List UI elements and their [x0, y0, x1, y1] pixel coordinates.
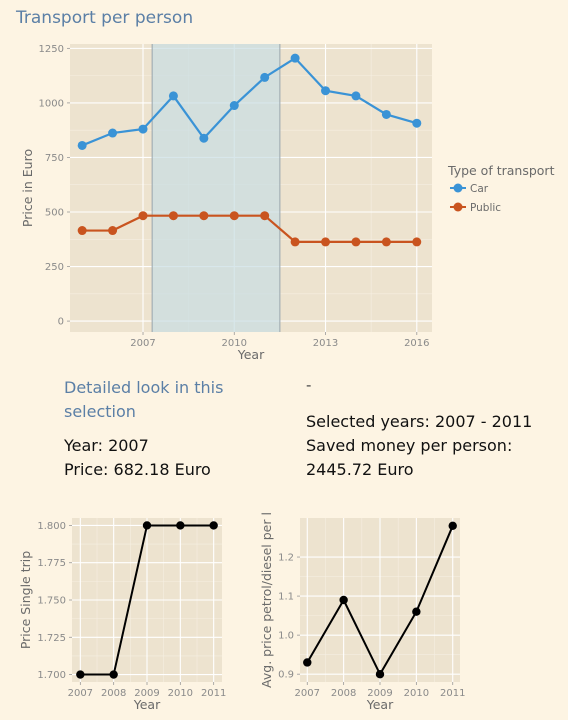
y-axis-title: Price Single trip	[18, 551, 33, 649]
data-point-0	[109, 670, 118, 679]
data-point-car	[412, 118, 422, 128]
detail-info-right: Selected years: 2007 - 2011 Saved money …	[306, 410, 556, 482]
legend-key-point	[453, 183, 463, 193]
data-point-car	[351, 91, 361, 101]
x-axis-title: Year	[237, 347, 265, 362]
x-tick-label: 2007	[295, 688, 320, 699]
y-tick-label: 1.725	[37, 633, 66, 644]
y-tick-label: 250	[45, 262, 64, 273]
x-tick-label: 2010	[222, 338, 247, 349]
data-point-public	[321, 237, 331, 247]
data-point-car	[108, 128, 118, 138]
data-point-car	[290, 53, 300, 63]
data-point-0	[176, 521, 185, 530]
x-tick-label: 2016	[404, 338, 429, 349]
x-axis-title: Year	[366, 697, 394, 712]
y-tick-label: 1.775	[37, 558, 66, 569]
detail-info-left: Year: 2007 Price: 682.18 Euro	[64, 434, 211, 482]
y-tick-label: 1.700	[37, 670, 66, 681]
y-tick-label: 1.2	[278, 553, 294, 564]
legend-key-point	[453, 202, 463, 212]
x-tick-label: 2010	[168, 688, 193, 699]
y-tick-label: 500	[45, 208, 64, 219]
saved-money: Saved money per person: 2445.72 Euro	[306, 436, 513, 479]
data-point-public	[199, 211, 209, 221]
fuel-price-chart: 0.9 1.0 1.1 1.2 2007 2008 2009 2010 2011 Year Avg.…	[259, 512, 465, 712]
data-point-public	[260, 211, 270, 221]
data-point-0	[209, 521, 218, 530]
y-tick-label: 1000	[39, 98, 64, 109]
x-tick-label: 2013	[313, 338, 338, 349]
data-point-0	[375, 669, 385, 679]
y-axis-title: Avg. price petrol/diesel per l	[259, 512, 274, 688]
x-tick-label: 2007	[68, 688, 93, 699]
data-point-public	[229, 211, 239, 221]
single-trip-chart: 1.700 1.725 1.750 1.775 1.800 2007 2008 2009 201…	[18, 518, 226, 712]
data-point-0	[303, 658, 312, 667]
data-point-0	[448, 521, 457, 531]
data-point-0	[412, 607, 421, 616]
data-point-car	[321, 86, 331, 96]
data-point-car	[260, 72, 270, 82]
y-tick-label: 0	[58, 317, 64, 328]
data-point-public	[290, 237, 300, 247]
data-point-0	[339, 595, 348, 605]
x-axis-title: Year	[133, 697, 161, 712]
y-tick-label: 1.0	[278, 631, 294, 642]
page-title: Transport per person	[16, 8, 194, 28]
legend-title: Type of transport	[447, 163, 555, 178]
legend-label: Car	[470, 183, 489, 195]
data-point-car	[138, 124, 148, 134]
x-tick-label: 2009	[367, 688, 392, 699]
data-point-public	[138, 211, 148, 221]
selection-band	[152, 44, 280, 332]
x-tick-label: 2008	[331, 688, 356, 699]
x-tick-label: 2009	[134, 688, 159, 699]
x-tick-label: 2011	[201, 688, 226, 699]
data-point-public	[381, 237, 391, 247]
data-point-0	[142, 521, 152, 530]
x-tick-label: 2011	[440, 688, 465, 699]
data-point-car	[229, 101, 239, 111]
y-tick-label: 1.1	[278, 592, 294, 603]
series-line-car	[81, 56, 418, 147]
series-line-public	[82, 214, 417, 243]
data-point-public	[77, 226, 87, 236]
x-tick-label: 2008	[101, 688, 126, 699]
data-point-0	[76, 670, 85, 679]
data-point-car	[199, 133, 209, 143]
y-tick-label: 1.800	[37, 521, 66, 532]
y-tick-label: 1.750	[37, 596, 66, 607]
detail-year: Year: 2007	[64, 436, 149, 455]
data-point-public	[108, 226, 118, 236]
data-point-public	[168, 211, 178, 221]
y-axis-title: Price in Euro	[20, 149, 35, 227]
data-point-car	[168, 91, 178, 101]
y-tick-label: 0.9	[278, 670, 294, 681]
x-tick-label: 2007	[130, 338, 155, 349]
detail-heading: Detailed look in this selection	[64, 378, 224, 421]
x-tick-label: 2010	[404, 688, 429, 699]
main-line-chart: 0 250 500 750 1000 1250 2007 2010 2013 2016 Year Pr…	[20, 44, 555, 362]
data-point-public	[412, 237, 422, 247]
data-point-car	[77, 140, 87, 150]
data-point-public	[351, 237, 361, 247]
detail-price: Price: 682.18 Euro	[64, 460, 211, 479]
data-point-car	[381, 109, 391, 119]
detail-dash: -	[306, 376, 312, 394]
y-tick-label: 750	[45, 153, 64, 164]
selected-years: Selected years: 2007 - 2011	[306, 412, 533, 431]
legend-label: Public	[470, 202, 501, 214]
y-tick-label: 1250	[39, 44, 64, 55]
